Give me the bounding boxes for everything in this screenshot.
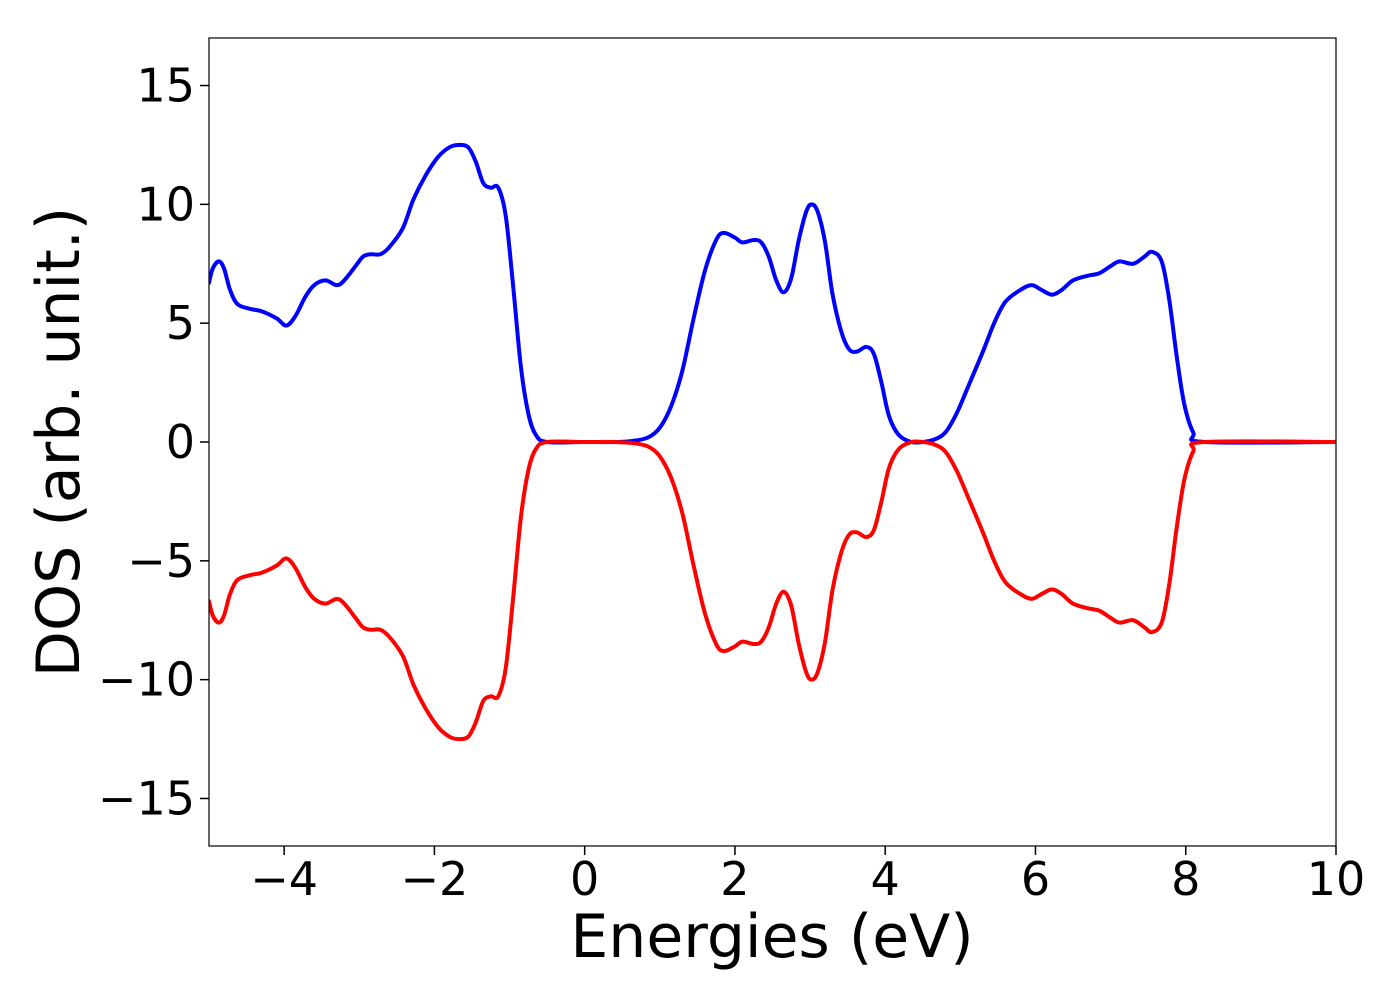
y-axis-label: DOS (arb. unit.) <box>24 207 94 677</box>
series-layer <box>209 142 1336 742</box>
x-tick-label: 10 <box>1307 852 1366 906</box>
x-tick-label: −4 <box>250 852 318 906</box>
y-axis-ticks: −15 −10 −5 0 5 10 15 <box>98 59 209 825</box>
y-tick-label: 0 <box>166 415 195 469</box>
x-axis-ticks: −4 −2 0 2 4 6 8 10 <box>250 846 1365 906</box>
x-tick-label: 0 <box>570 852 599 906</box>
y-tick-label: −5 <box>127 534 195 588</box>
x-tick-label: 6 <box>1021 852 1050 906</box>
dos-series-blue-line <box>209 142 1336 445</box>
x-tick-label: 2 <box>720 852 749 906</box>
x-tick-label: 4 <box>871 852 900 906</box>
y-tick-label: 15 <box>136 59 195 113</box>
y-tick-label: 5 <box>166 296 195 350</box>
x-tick-label: 8 <box>1171 852 1200 906</box>
y-tick-label: 10 <box>136 177 195 231</box>
y-tick-label: −10 <box>98 653 195 707</box>
x-axis-label: Energies (eV) <box>570 902 973 972</box>
plot-background <box>209 38 1336 846</box>
x-tick-label: −2 <box>400 852 468 906</box>
y-tick-label: −15 <box>98 771 195 825</box>
dos-series-red-line <box>209 439 1336 742</box>
